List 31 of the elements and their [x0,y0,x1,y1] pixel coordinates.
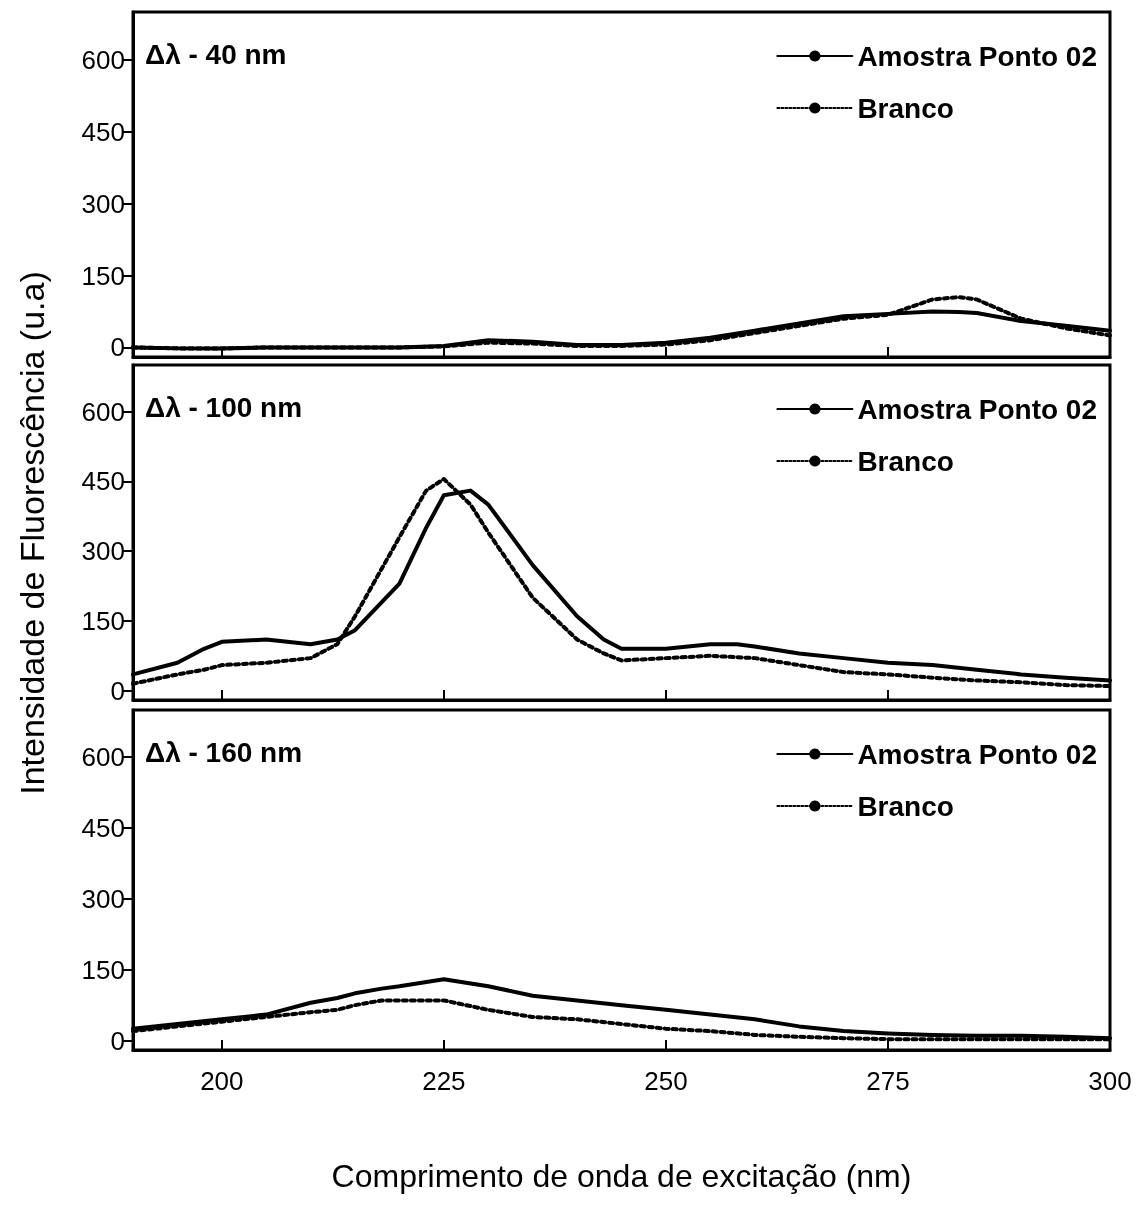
annotation: Δλ - 160 nm [145,736,303,768]
y-tick-label: 150 [81,605,125,636]
legend-label: Amostra Ponto 02 [857,40,1098,72]
y-tick-label: 300 [81,188,125,219]
annotation: Δλ - 100 nm [145,391,303,423]
legend-label: Branco [857,92,954,124]
legend-label: Amostra Ponto 02 [857,393,1098,425]
x-tick-label: 225 [422,1066,466,1096]
y-tick-label: 600 [81,742,125,773]
y-tick-label: 150 [81,954,125,985]
x-tick-label: 200 [200,1066,244,1096]
x-tick-label: 275 [866,1066,910,1096]
y-tick-label: 450 [81,813,125,844]
y-tick-label: 300 [81,883,125,914]
y-axis-title: Intensidade de Fluorescência (u.a) [12,270,52,795]
x-axis-title: Comprimento de onda de excitação (nm) [331,1158,912,1194]
y-tick-label: 0 [110,332,125,363]
y-tick-label: 450 [81,116,125,147]
legend-label: Branco [857,790,954,822]
y-tick-label: 600 [81,44,125,75]
y-tick-label: 0 [110,1025,125,1056]
y-tick-label: 600 [81,396,125,427]
x-tick-label: 250 [644,1066,688,1096]
y-tick-label: 0 [110,675,125,706]
y-tick-label: 450 [81,466,125,497]
legend-label: Amostra Ponto 02 [857,738,1098,770]
y-tick-label: 300 [81,536,125,567]
legend-label: Branco [857,445,954,477]
annotation: Δλ - 40 nm [145,38,287,70]
x-tick-label: 300 [1088,1066,1132,1096]
y-tick-label: 150 [81,260,125,291]
